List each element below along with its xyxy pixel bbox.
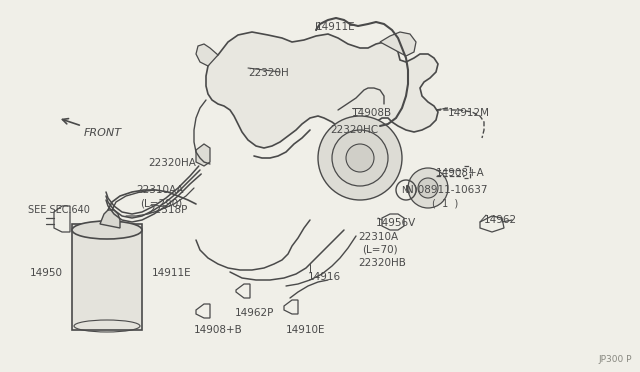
Polygon shape [100, 210, 120, 228]
Text: 22320HB: 22320HB [358, 258, 406, 268]
Circle shape [318, 116, 402, 200]
Text: SEE SEC.640: SEE SEC.640 [28, 205, 90, 215]
Text: 14911E: 14911E [316, 22, 356, 32]
Text: 14962: 14962 [484, 215, 517, 225]
Text: 22318P: 22318P [148, 205, 188, 215]
Polygon shape [380, 32, 416, 56]
Text: 14912M: 14912M [448, 108, 490, 118]
Text: 14956V: 14956V [376, 218, 416, 228]
Circle shape [332, 130, 388, 186]
Text: 14908B: 14908B [352, 108, 392, 118]
Text: 22320H: 22320H [248, 68, 289, 78]
Text: (L=70): (L=70) [362, 245, 397, 255]
Text: FRONT: FRONT [84, 128, 122, 138]
Polygon shape [196, 144, 210, 166]
Text: (L=290): (L=290) [140, 198, 182, 208]
Text: 22310AA: 22310AA [136, 185, 184, 195]
Text: 22320HC: 22320HC [330, 125, 378, 135]
Text: 14916: 14916 [308, 272, 341, 282]
Polygon shape [206, 32, 438, 148]
FancyBboxPatch shape [72, 224, 142, 330]
Circle shape [408, 168, 448, 208]
Polygon shape [196, 44, 218, 66]
Ellipse shape [72, 221, 142, 239]
Text: 14950: 14950 [30, 268, 63, 278]
Text: 14908+A: 14908+A [436, 168, 484, 178]
Text: 14908+B: 14908+B [194, 325, 243, 335]
Text: 14962P: 14962P [235, 308, 275, 318]
Circle shape [418, 178, 438, 198]
Text: 14910E: 14910E [286, 325, 326, 335]
Text: JP300 P: JP300 P [598, 355, 632, 364]
Text: N)08911-10637: N)08911-10637 [406, 185, 488, 195]
Text: (  1  ): ( 1 ) [432, 198, 458, 208]
Text: 22320HA: 22320HA [148, 158, 196, 168]
Text: 22310A: 22310A [358, 232, 398, 242]
Text: 14911E: 14911E [152, 268, 191, 278]
Text: N): N) [401, 186, 412, 196]
Circle shape [346, 144, 374, 172]
